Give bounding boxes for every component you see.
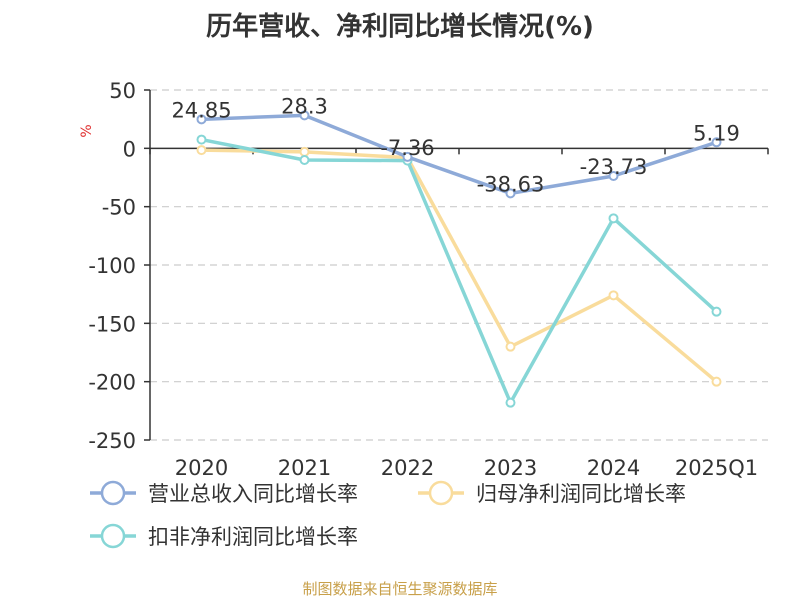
y-axis-label: % — [79, 124, 95, 137]
series-line-2 — [201, 137, 718, 405]
data-labels: 24.85 28.3 -7.36 -38.63 -23.73 5.19 — [171, 94, 739, 196]
data-point — [196, 134, 207, 145]
data-label: -23.73 — [580, 155, 648, 179]
legend-marker-1 — [428, 480, 454, 506]
legend-label-2: 扣非净利润同比增长率 — [148, 525, 358, 549]
data-label: 5.19 — [693, 121, 740, 145]
x-tick-label: 2023 — [484, 456, 537, 480]
y-tick-label: -150 — [88, 312, 136, 336]
data-point — [711, 137, 722, 148]
data-label: 24.85 — [171, 98, 231, 122]
legend-label-0: 营业总收入同比增长率 — [148, 482, 358, 506]
y-tick-label: -250 — [88, 429, 136, 453]
data-label: -38.63 — [477, 172, 545, 196]
y-tick-label: -200 — [88, 371, 136, 395]
data-point — [196, 145, 207, 156]
data-point — [608, 290, 619, 301]
x-tick-label: 2022 — [381, 456, 434, 480]
series-line-0 — [201, 113, 718, 196]
source-note: 制图数据来自恒生聚源数据库 — [302, 580, 498, 598]
y-tick-label: -100 — [88, 254, 136, 278]
legend-marker-0 — [100, 480, 126, 506]
data-point — [299, 155, 310, 165]
legend-marker-2 — [100, 523, 126, 549]
data-point — [711, 306, 722, 317]
x-tick-label: 2024 — [587, 456, 640, 480]
data-point — [402, 151, 413, 162]
x-tick-label: 2025Q1 — [675, 456, 758, 480]
chart-title: 历年营收、净利同比增长情况(%) — [206, 12, 594, 42]
gridlines — [150, 89, 768, 441]
data-label: -7.36 — [380, 136, 434, 160]
data-point — [505, 397, 516, 408]
data-point — [608, 171, 619, 182]
data-point — [608, 213, 619, 224]
x-tick-label: 2020 — [175, 456, 228, 480]
data-point — [196, 114, 207, 125]
data-point — [299, 110, 310, 121]
series-lines — [196, 110, 722, 408]
x-tick-label: 2021 — [278, 456, 331, 480]
y-tick-label: 50 — [109, 79, 136, 103]
y-tick-label: -50 — [102, 196, 136, 220]
data-point — [299, 146, 310, 157]
data-point — [505, 188, 516, 199]
legend-label-1: 归母净利润同比增长率 — [476, 482, 686, 506]
y-tick-label: 0 — [123, 137, 136, 161]
series-line-1 — [201, 148, 718, 384]
axes: 50 0 -50 -100 -150 -200 -250 2020 2021 2022 2023 20… — [79, 79, 769, 480]
data-point — [711, 376, 722, 387]
data-point — [505, 341, 516, 352]
data-label: 28.3 — [281, 94, 328, 118]
